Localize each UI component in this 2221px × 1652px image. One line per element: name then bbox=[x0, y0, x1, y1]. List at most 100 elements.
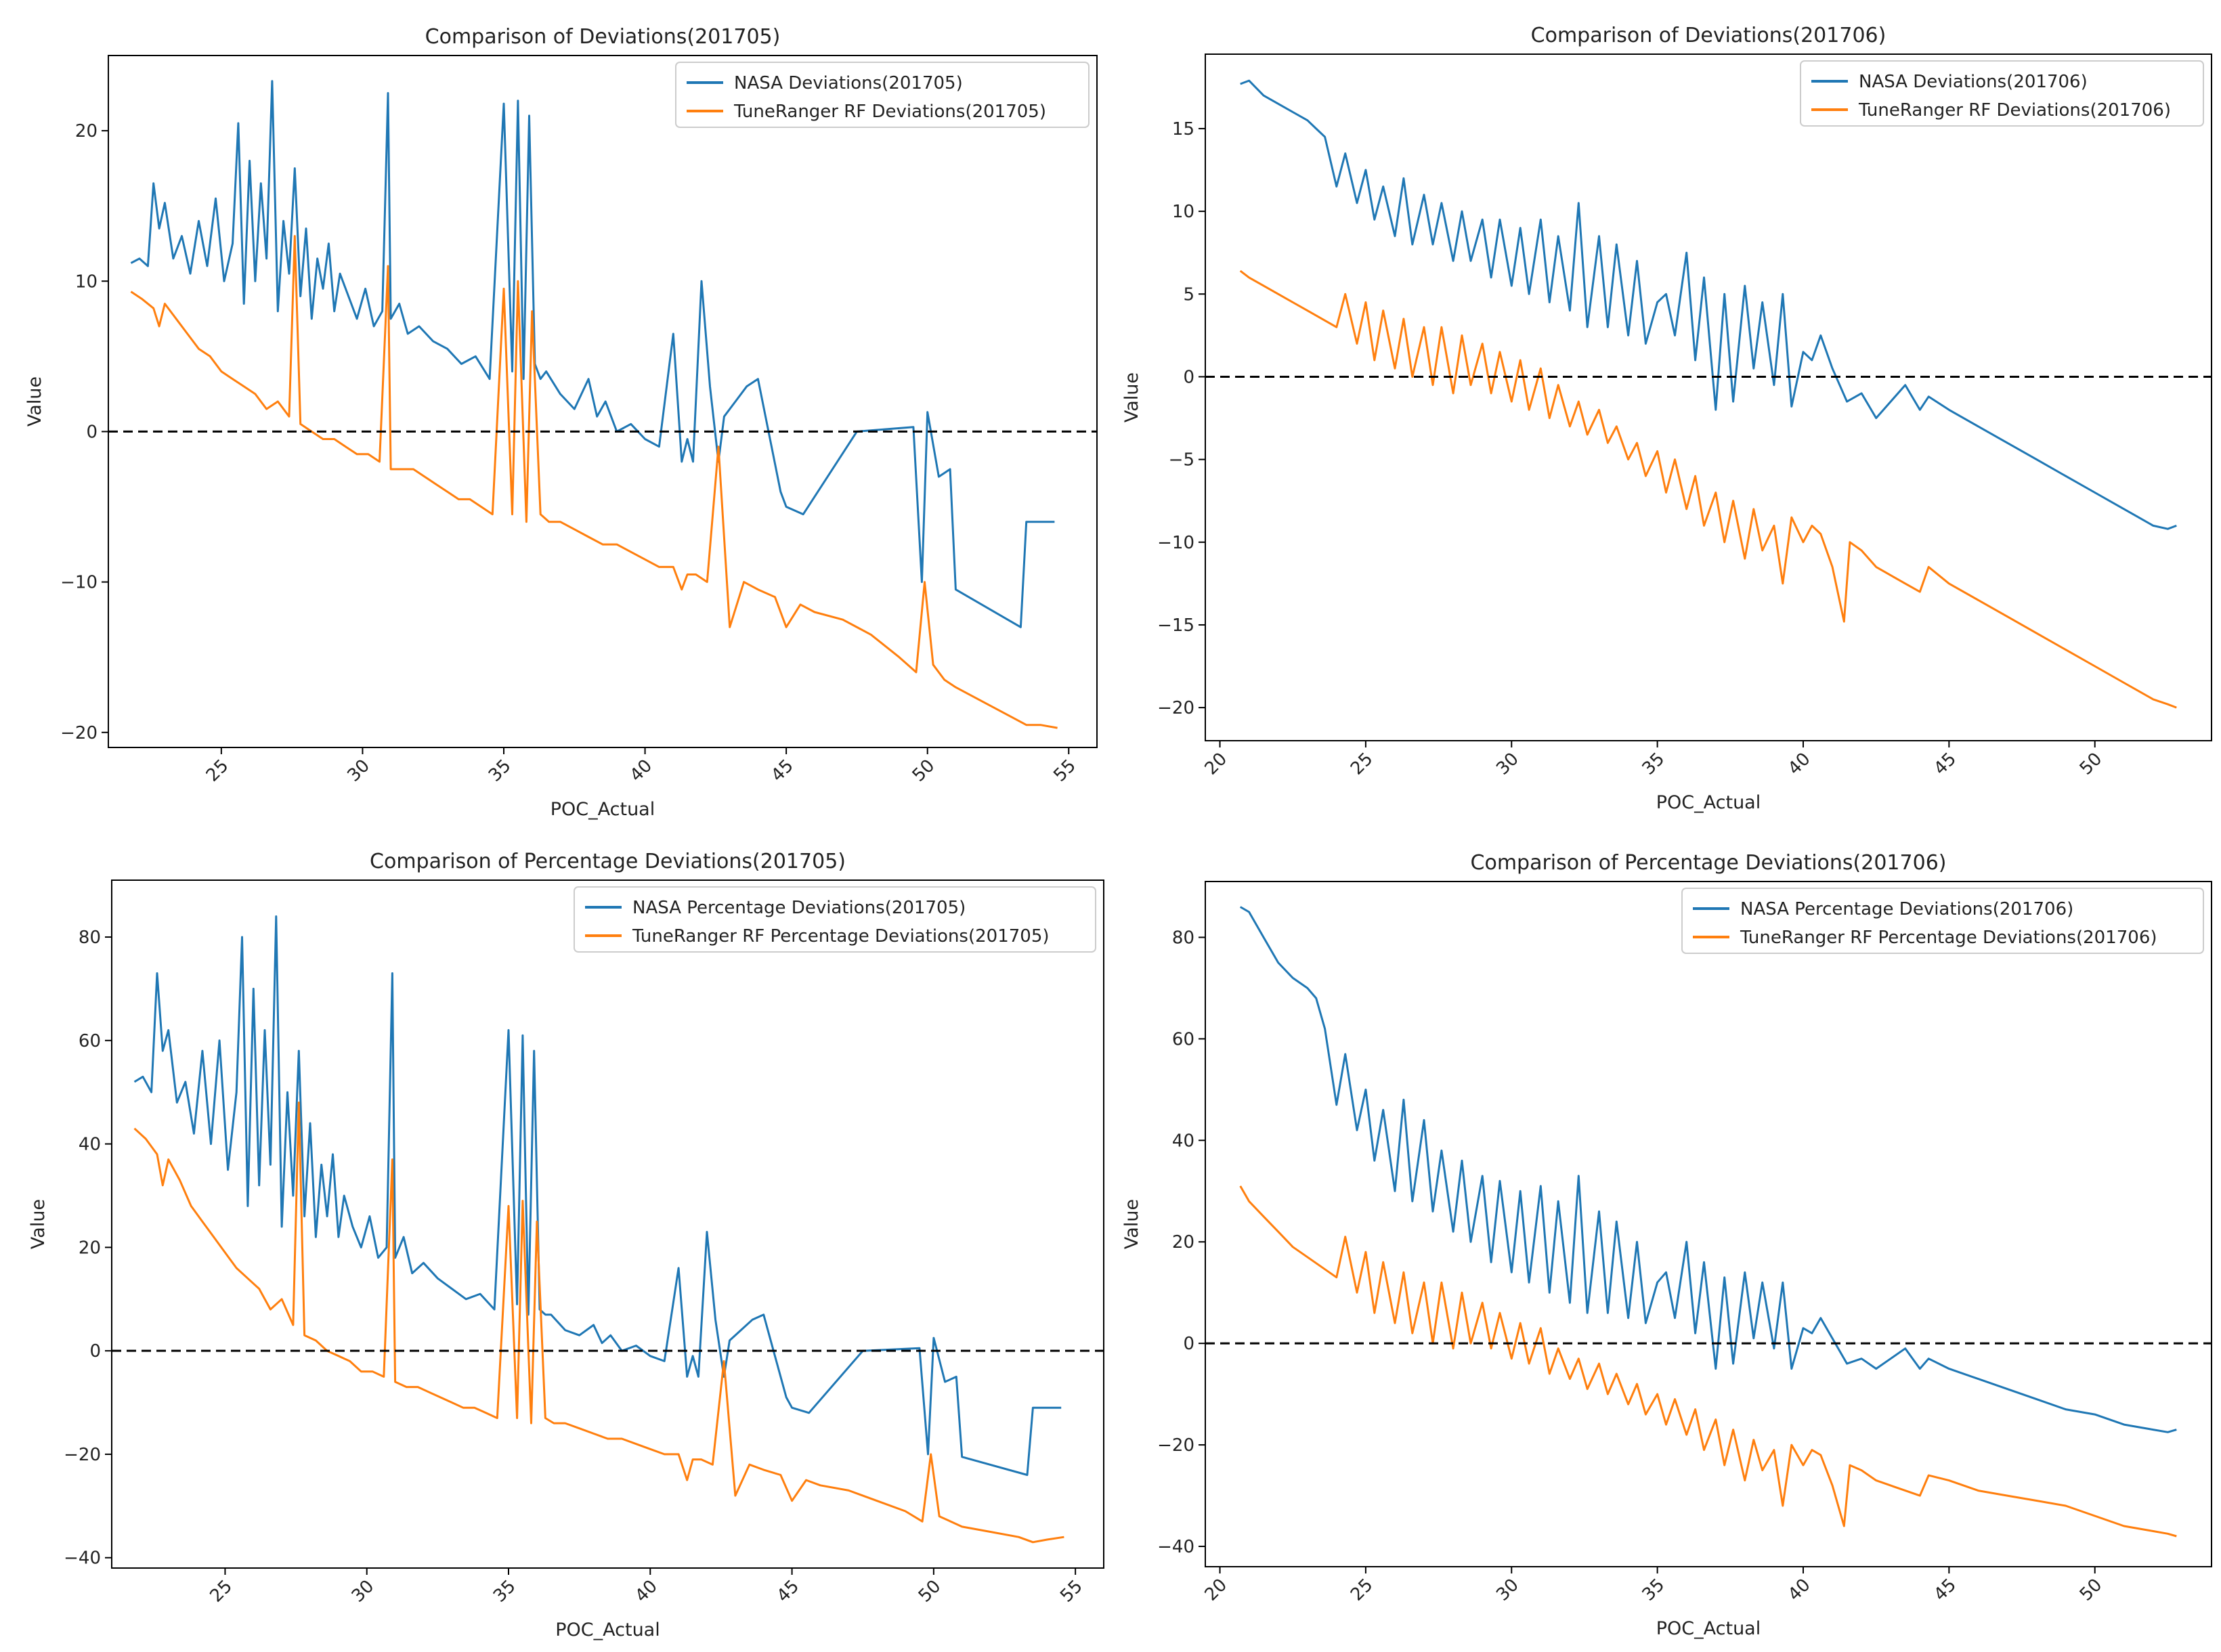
y-tick-label: 40 bbox=[1172, 1131, 1194, 1151]
legend-box bbox=[675, 62, 1090, 128]
y-axis-label: Value bbox=[1121, 1199, 1142, 1249]
legend-tuneranger-label: TuneRanger RF Deviations(201706) bbox=[1858, 100, 2171, 121]
legend-tuneranger-label: TuneRanger RF Percentage Deviations(2017… bbox=[1740, 928, 2157, 948]
tuneranger-series-line bbox=[133, 1102, 1064, 1544]
x-tick-label: 45 bbox=[1930, 749, 1960, 779]
x-tick-label: 25 bbox=[206, 1576, 236, 1607]
y-tick-label: 40 bbox=[79, 1135, 101, 1155]
y-tick-label: 0 bbox=[1183, 367, 1194, 387]
y-tick-label: −10 bbox=[1157, 533, 1194, 553]
x-tick-label: 45 bbox=[1930, 1575, 1960, 1605]
legend-box bbox=[1681, 888, 2204, 954]
y-tick-label: 0 bbox=[89, 1341, 101, 1362]
x-tick-label: 20 bbox=[1201, 1575, 1232, 1605]
x-tick-label: 35 bbox=[490, 1576, 520, 1607]
subplot-percentage-deviations-201706: Comparison of Percentage Deviations(2017… bbox=[1121, 851, 2212, 1639]
y-tick-label: 80 bbox=[1172, 928, 1194, 948]
axes-frame bbox=[1205, 53, 2212, 741]
y-tick-label: 0 bbox=[86, 422, 98, 442]
x-tick-label: 45 bbox=[773, 1576, 804, 1607]
y-tick-label: 0 bbox=[1183, 1334, 1194, 1354]
y-tick-label: −20 bbox=[60, 723, 98, 743]
plot-area bbox=[1205, 906, 2212, 1538]
y-tick-label: 10 bbox=[1172, 202, 1194, 222]
legend: NASA Deviations(201706) TuneRanger RF Dev… bbox=[1800, 60, 2204, 127]
axes-frame bbox=[1205, 881, 2212, 1567]
legend-box bbox=[1800, 60, 2204, 127]
plot-area bbox=[1205, 79, 2212, 709]
y-axis-label: Value bbox=[28, 1199, 49, 1249]
chart-title: Comparison of Percentage Deviations(2017… bbox=[370, 850, 846, 873]
x-tick-label: 30 bbox=[1492, 1575, 1523, 1605]
nasa-series-line bbox=[1239, 906, 2177, 1433]
legend-tuneranger-label: TuneRanger RF Percentage Deviations(2017… bbox=[632, 926, 1050, 947]
x-tick-label: 25 bbox=[1347, 749, 1377, 779]
y-axis-label: Value bbox=[1121, 372, 1142, 422]
x-tick-label: 30 bbox=[348, 1576, 379, 1607]
chart-title: Comparison of Deviations(201705) bbox=[425, 25, 781, 49]
y-tick-label: −40 bbox=[1157, 1537, 1194, 1557]
x-tick-label: 40 bbox=[1784, 749, 1815, 779]
tuneranger-series-line bbox=[130, 235, 1058, 729]
x-tick-label: 25 bbox=[1347, 1575, 1377, 1605]
y-tick-label: 15 bbox=[1172, 119, 1194, 139]
y-tick-label: 60 bbox=[1172, 1029, 1194, 1049]
x-tick-label: 45 bbox=[767, 756, 798, 786]
legend: NASA Deviations(201705) TuneRanger RF Dev… bbox=[675, 62, 1090, 128]
y-tick-label: 20 bbox=[75, 121, 98, 142]
x-tick-label: 35 bbox=[485, 756, 515, 786]
y-tick-label: −20 bbox=[1157, 698, 1194, 718]
chart-title: Comparison of Deviations(201706) bbox=[1531, 24, 1886, 47]
x-axis-label: POC_Actual bbox=[551, 799, 655, 820]
x-tick-label: 35 bbox=[1639, 1575, 1669, 1605]
x-tick-label: 30 bbox=[343, 756, 374, 786]
legend-nasa-label: NASA Deviations(201706) bbox=[1859, 72, 2088, 92]
axes-frame bbox=[111, 879, 1104, 1569]
chart-title: Comparison of Percentage Deviations(2017… bbox=[1471, 851, 1947, 875]
x-tick-label: 40 bbox=[631, 1576, 662, 1607]
x-tick-label: 50 bbox=[2076, 749, 2107, 779]
legend-nasa-label: NASA Percentage Deviations(201706) bbox=[1740, 899, 2073, 919]
x-tick-label: 50 bbox=[915, 1576, 945, 1607]
legend-box bbox=[574, 886, 1096, 953]
x-axis-label: POC_Actual bbox=[1656, 1618, 1761, 1639]
x-tick-label: 25 bbox=[202, 756, 233, 786]
x-tick-label: 35 bbox=[1639, 749, 1669, 779]
nasa-series-line bbox=[130, 80, 1055, 628]
legend-nasa-label: NASA Deviations(201705) bbox=[734, 73, 963, 93]
plot-area bbox=[112, 915, 1104, 1544]
y-tick-label: 60 bbox=[79, 1031, 101, 1051]
y-tick-label: 20 bbox=[79, 1238, 101, 1258]
subplot-deviations-201705: Comparison of Deviations(201705) 25 30 35 40… bbox=[24, 25, 1098, 820]
y-axis-label: Value bbox=[24, 376, 45, 427]
y-tick-label: −10 bbox=[60, 573, 98, 593]
y-tick-label: −40 bbox=[64, 1548, 101, 1569]
nasa-series-line bbox=[1240, 79, 2177, 530]
subplot-deviations-201706: Comparison of Deviations(201706) 20 25 30 35… bbox=[1121, 24, 2212, 813]
y-tick-label: 80 bbox=[79, 928, 101, 948]
y-tick-label: −20 bbox=[64, 1445, 101, 1465]
x-axis-label: POC_Actual bbox=[1656, 792, 1761, 813]
y-tick-label: −20 bbox=[1157, 1435, 1194, 1456]
y-tick-label: −5 bbox=[1169, 450, 1194, 471]
x-tick-label: 40 bbox=[1784, 1575, 1815, 1605]
x-tick-label: 50 bbox=[909, 756, 939, 786]
y-tick-label: −15 bbox=[1157, 615, 1194, 636]
x-tick-label: 30 bbox=[1492, 749, 1523, 779]
legend-nasa-label: NASA Percentage Deviations(201705) bbox=[632, 898, 966, 918]
x-tick-label: 20 bbox=[1201, 749, 1232, 779]
x-tick-label: 50 bbox=[2076, 1575, 2107, 1605]
y-tick-label: 5 bbox=[1183, 284, 1194, 305]
legend: NASA Percentage Deviations(201706) TuneRa… bbox=[1681, 888, 2204, 954]
x-tick-label: 55 bbox=[1050, 756, 1080, 786]
y-tick-label: 20 bbox=[1172, 1232, 1194, 1253]
nasa-series-line bbox=[133, 915, 1062, 1476]
legend-tuneranger-label: TuneRanger RF Deviations(201705) bbox=[733, 102, 1046, 122]
x-tick-label: 55 bbox=[1056, 1576, 1087, 1607]
x-tick-label: 40 bbox=[626, 756, 657, 786]
x-axis-label: POC_Actual bbox=[555, 1620, 660, 1640]
plot-area bbox=[108, 80, 1097, 729]
tuneranger-series-line bbox=[1239, 269, 2177, 709]
legend: NASA Percentage Deviations(201705) TuneRa… bbox=[574, 886, 1096, 953]
